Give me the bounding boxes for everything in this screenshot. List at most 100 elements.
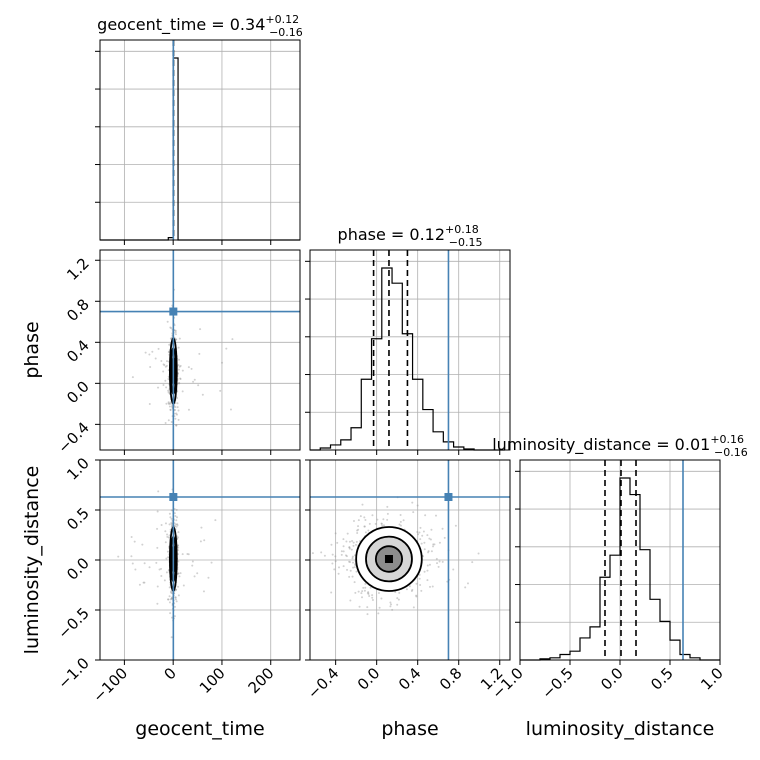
scatter-point: [179, 377, 182, 380]
title-minus: −0.16: [714, 446, 748, 459]
scatter-point: [333, 568, 336, 571]
scatter-point: [423, 541, 426, 544]
scatter-point: [348, 547, 351, 550]
scatter-point: [174, 329, 177, 332]
scatter-point: [169, 408, 172, 411]
scatter-point: [311, 552, 314, 555]
scatter-point: [349, 599, 352, 602]
scatter-point: [371, 596, 374, 599]
scatter-point: [117, 555, 120, 558]
scatter-point: [160, 567, 163, 570]
scatter-point: [170, 524, 173, 527]
ytick-label: −1.0: [54, 654, 92, 692]
scatter-point: [356, 532, 359, 535]
scatter-point: [345, 555, 348, 558]
density-peak: [384, 555, 393, 563]
scatter-point: [430, 550, 433, 553]
scatter-point: [398, 523, 401, 526]
scatter-point: [177, 572, 180, 575]
scatter-point: [177, 546, 180, 549]
scatter-point: [166, 535, 169, 538]
panels-layer: geocent_time = 0.34+0.12 −0.16−0.40.00.40…: [54, 13, 747, 706]
scatter-point: [166, 533, 169, 536]
scatter-point: [431, 585, 434, 588]
scatter-point: [175, 424, 178, 427]
scatter-point: [163, 579, 166, 582]
scatter-point: [368, 522, 371, 525]
scatter-point: [418, 573, 421, 576]
scatter-point: [165, 557, 168, 560]
scatter-point: [169, 591, 172, 594]
scatter-point: [168, 405, 171, 408]
scatter-point: [412, 511, 415, 514]
scatter-point: [336, 541, 339, 544]
scatter-point: [352, 566, 355, 569]
scatter-point: [168, 523, 171, 526]
title-phase: phase = 0.12+0.18 −0.15: [338, 223, 483, 249]
scatter-point: [168, 586, 171, 589]
scatter-point: [419, 538, 422, 541]
scatter-point: [396, 597, 399, 600]
scatter-point: [177, 364, 180, 367]
scatter-point: [357, 525, 360, 528]
scatter-point: [179, 377, 182, 380]
scatter-point: [225, 347, 228, 350]
scatter-point: [134, 568, 137, 571]
scatter-point: [174, 331, 177, 334]
scatter-point: [364, 582, 367, 585]
scatter-point: [221, 361, 224, 364]
scatter-point: [386, 505, 389, 508]
scatter-point: [435, 557, 438, 560]
scatter-point: [422, 530, 425, 533]
scatter-point: [144, 351, 147, 354]
scatter-point: [177, 531, 180, 534]
scatter-point: [169, 401, 172, 404]
scatter-point: [141, 543, 144, 546]
ylabel-phase: phase: [21, 321, 43, 378]
title-luminosity_distance: luminosity_distance = 0.01+0.16 −0.16: [492, 433, 748, 459]
scatter-point: [466, 582, 469, 585]
xtick-label: −0.5: [538, 664, 576, 702]
scatter-point: [156, 527, 159, 530]
scatter-point: [443, 536, 446, 539]
scatter-point: [167, 402, 170, 405]
scatter-point: [426, 564, 429, 567]
ytick-label: −0.5: [54, 604, 92, 642]
scatter-point: [148, 566, 151, 569]
scatter-point: [371, 594, 374, 597]
scatter-point: [174, 598, 177, 601]
scatter-point: [364, 519, 367, 522]
scatter-point: [178, 382, 181, 385]
ytick-label: 0.4: [63, 336, 93, 366]
scatter-point: [348, 560, 351, 563]
scatter-point: [411, 501, 414, 504]
scatter-point: [342, 545, 345, 548]
scatter-point: [408, 585, 411, 588]
scatter-point: [167, 598, 170, 601]
scatter-point: [371, 599, 374, 602]
scatter-point: [219, 389, 222, 392]
scatter-point: [423, 548, 426, 551]
scatter-point: [157, 386, 160, 389]
scatter-point: [389, 605, 392, 608]
scatter-point: [380, 597, 383, 600]
scatter-point: [138, 583, 141, 586]
scatter-point: [366, 592, 369, 595]
scatter-point: [143, 581, 146, 584]
scatter-point: [421, 534, 424, 537]
scatter-point: [175, 338, 178, 341]
scatter-point: [366, 613, 369, 616]
xtick-label: 0.0: [354, 664, 384, 694]
scatter-point: [426, 534, 429, 537]
scatter-point: [168, 601, 171, 604]
scatter-point: [433, 543, 436, 546]
scatter-point: [173, 329, 176, 332]
scatter-point: [405, 588, 408, 591]
scatter-point: [342, 565, 345, 568]
scatter-point: [193, 378, 196, 381]
scatter-point: [380, 522, 383, 525]
scatter-point: [175, 588, 178, 591]
scatter-point: [330, 591, 333, 594]
scatter-point: [167, 556, 170, 559]
